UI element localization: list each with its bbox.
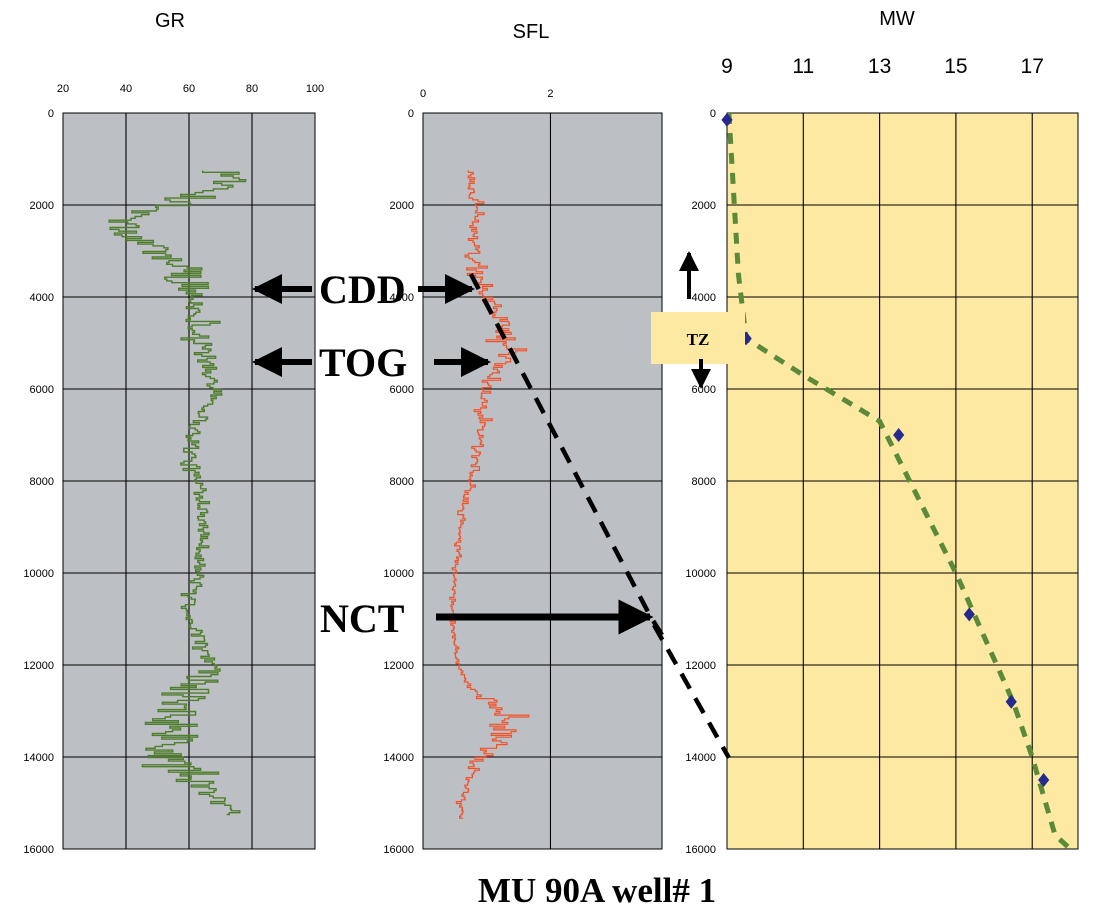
- mw-title: MW: [879, 8, 915, 30]
- sfl-depth-tick-label: 12000: [383, 660, 414, 672]
- gr-x-tick-label: 20: [57, 83, 69, 95]
- mw-depth-tick-label: 14000: [685, 752, 716, 764]
- mw-data-point: [1005, 694, 1017, 709]
- gr-x-ticks: 20 40 60 80 100: [57, 83, 324, 95]
- tog-label: TOG: [319, 340, 407, 385]
- mw-x-tick-label: 11: [792, 55, 814, 78]
- nct-label: NCT: [320, 596, 405, 641]
- gr-x-tick-label: 100: [306, 83, 324, 95]
- sfl-trace: [449, 170, 530, 819]
- gr-panel: GR 20 40 60 80 100 0 2000 4000 6000 8000 10000 120…: [23, 10, 324, 856]
- mw-depth-tick-label: 16000: [685, 844, 716, 856]
- mw-depth-tick-label: 4000: [692, 292, 716, 304]
- mw-depth-tick-label: 0: [710, 108, 716, 120]
- sfl-depth-tick-label: 4000: [390, 292, 414, 304]
- gr-depth-ticks: 0 2000 4000 6000 8000 10000 12000 14000 16000: [23, 108, 54, 856]
- gr-depth-tick-label: 14000: [23, 752, 54, 764]
- gr-x-tick-label: 60: [183, 83, 195, 95]
- mw-x-ticks: 9 11 13 15 17: [721, 55, 1044, 78]
- gr-depth-tick-label: 2000: [30, 200, 54, 212]
- sfl-depth-tick-label: 10000: [383, 568, 414, 580]
- sfl-depth-ticks: 0 2000 4000 6000 8000 10000 12000 14000 16000: [383, 108, 414, 856]
- gr-depth-tick-label: 6000: [30, 384, 54, 396]
- mw-x-tick-label: 13: [868, 55, 891, 78]
- sfl-title: SFL: [513, 21, 550, 43]
- mw-data-point: [893, 428, 905, 442]
- mw-depth-tick-label: 12000: [685, 660, 716, 672]
- gr-depth-tick-label: 0: [48, 108, 54, 120]
- sfl-depth-tick-label: 14000: [383, 752, 414, 764]
- gr-depth-tick-label: 12000: [23, 660, 54, 672]
- sfl-depth-tick-label: 16000: [383, 844, 414, 856]
- sfl-depth-tick-label: 2000: [390, 200, 414, 212]
- mw-data-point: [1038, 773, 1050, 787]
- mw-gridlines: [727, 113, 1078, 849]
- sfl-depth-tick-label: 0: [408, 108, 414, 120]
- mw-panel: MW 9 11 13 15 17 0 2000 4000 6000 8000 10000 12000…: [685, 8, 1079, 856]
- gr-depth-tick-label: 16000: [23, 844, 54, 856]
- figure-caption: MU 90A well# 1: [478, 871, 716, 910]
- cdd-label: CDD: [319, 267, 406, 312]
- mw-x-tick-label: 15: [944, 55, 967, 78]
- gr-x-tick-label: 80: [246, 83, 258, 95]
- mw-x-tick-label: 17: [1021, 55, 1044, 78]
- gr-trace: [108, 170, 247, 816]
- mw-depth-tick-label: 2000: [692, 200, 716, 212]
- gr-depth-tick-label: 4000: [30, 292, 54, 304]
- tz-box: [651, 312, 745, 364]
- sfl-depth-tick-label: 6000: [390, 384, 414, 396]
- mw-data-point: [963, 607, 975, 622]
- mw-depth-tick-label: 10000: [685, 568, 716, 580]
- mw-depth-tick-label: 6000: [692, 384, 716, 396]
- gr-title: GR: [155, 10, 185, 32]
- tz-label: TZ: [687, 330, 710, 349]
- mw-depth-tick-label: 8000: [692, 476, 716, 488]
- mw-data-point: [740, 331, 752, 346]
- annotations: CDD TOG NCT TZ: [252, 251, 745, 641]
- sfl-x-tick-label: 0: [420, 88, 426, 100]
- gr-x-tick-label: 40: [120, 83, 132, 95]
- mw-x-tick-label: 9: [721, 55, 733, 78]
- sfl-x-tick-label: 2: [547, 88, 553, 100]
- mw-depth-ticks: 0 2000 4000 6000 8000 10000 12000 14000 16000: [685, 108, 716, 856]
- gr-depth-tick-label: 8000: [30, 476, 54, 488]
- mw-trend-line: [727, 113, 1073, 849]
- nct-trend-extension: [652, 623, 731, 760]
- mw-data-point: [721, 112, 733, 127]
- mw-points: [721, 112, 1050, 787]
- gr-depth-tick-label: 10000: [23, 568, 54, 580]
- sfl-depth-tick-label: 8000: [390, 476, 414, 488]
